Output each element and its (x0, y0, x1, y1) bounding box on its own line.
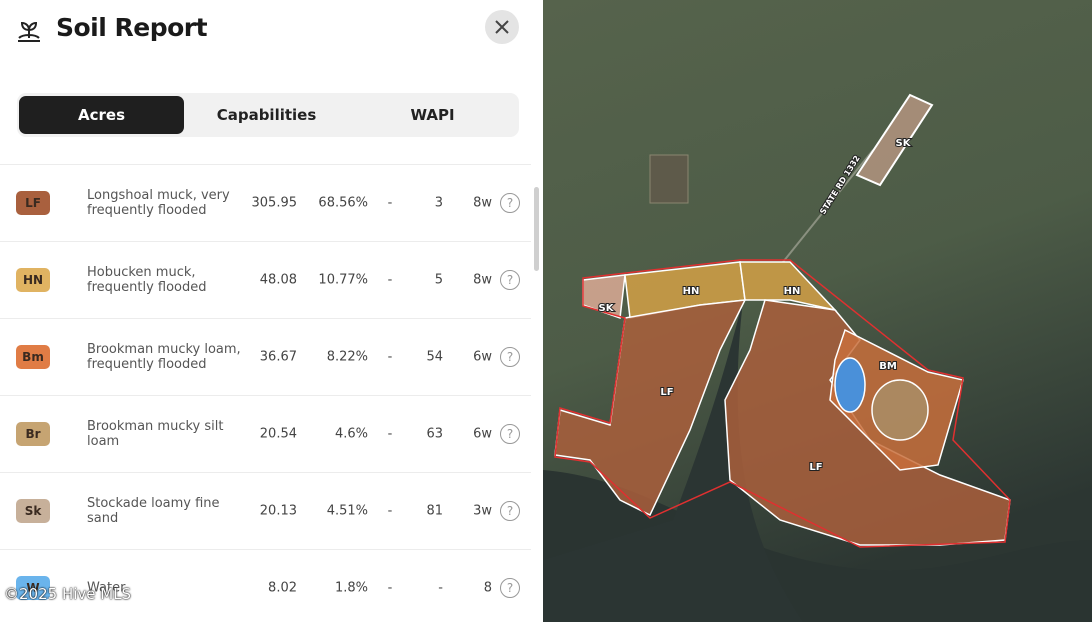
scrollbar[interactable] (534, 187, 539, 271)
soil-code-badge: HN (16, 268, 50, 292)
soil-name: Water (87, 580, 126, 596)
soil-zone[interactable] (739, 261, 838, 312)
soil-name: Brookman mucky loam, frequently flooded (87, 342, 241, 372)
soil-value: 5 (434, 272, 443, 288)
soil-value: 1.8% (334, 580, 368, 596)
soil-name: Stockade loamy fine sand (87, 496, 220, 526)
soil-value: 68.56% (318, 195, 368, 211)
soil-value: 36.67 (259, 349, 297, 365)
soil-name: Hobucken muck, frequently flooded (87, 265, 207, 295)
help-icon[interactable]: ? (500, 347, 520, 367)
soil-row[interactable]: W Water 8.02 1.8% - - 8? (0, 549, 531, 622)
close-button[interactable] (485, 10, 519, 44)
map-label: SK (599, 303, 615, 314)
soil-value: 8w (473, 195, 492, 211)
water-zone[interactable] (834, 357, 866, 413)
soil-value: 10.77% (318, 272, 368, 288)
soil-value: - (387, 195, 393, 211)
soil-value: 8w (473, 272, 492, 288)
field-patch (649, 154, 689, 204)
river (543, 300, 803, 622)
tab[interactable]: Acres (19, 96, 184, 134)
title-icon (18, 21, 40, 42)
soil-row[interactable]: LF Longshoal muck, very frequently floode… (0, 164, 531, 241)
soil-row[interactable]: Bm Brookman mucky loam, frequently floode… (0, 318, 531, 395)
map-label: SK (896, 138, 912, 149)
soil-value: - (387, 272, 393, 288)
soil-value: - (387, 503, 393, 519)
help-icon[interactable]: ? (500, 424, 520, 444)
soil-value: 8 (483, 580, 492, 596)
map[interactable]: SK HN HN SK LF LF BM STATE RD 1332 (543, 0, 1092, 622)
soil-value: - (387, 349, 393, 365)
soil-name: Longshoal muck, very frequently flooded (87, 188, 230, 218)
map-label: HN (784, 286, 801, 297)
soil-zone[interactable] (855, 93, 934, 187)
soil-value: 20.13 (259, 503, 297, 519)
soil-value: 20.54 (259, 426, 297, 442)
soil-value: - (438, 580, 443, 596)
soil-value: - (387, 580, 393, 596)
soil-value: 4.51% (326, 503, 368, 519)
soil-value: 3w (473, 503, 492, 519)
soil-value: 305.95 (251, 195, 298, 211)
soil-code-badge: Bm (16, 345, 50, 369)
help-icon[interactable]: ? (500, 270, 520, 290)
map-label: LF (660, 387, 673, 398)
map-label: BM (879, 361, 897, 372)
help-icon[interactable]: ? (500, 578, 520, 598)
soil-code-badge: Br (16, 422, 50, 446)
map-label: HN (683, 286, 700, 297)
soil-value: 54 (426, 349, 443, 365)
tab[interactable]: WAPI (410, 106, 455, 124)
watermark: ©2025 Hive MLS (4, 585, 132, 603)
soil-value: 8.02 (268, 580, 297, 596)
soil-value: - (387, 426, 393, 442)
soil-row[interactable]: Br Brookman mucky silt loam 20.54 4.6% - 63 6w… (0, 395, 531, 472)
soil-value: 4.6% (334, 426, 368, 442)
soil-code-badge: LF (16, 191, 50, 215)
tab-bar: Acres Capabilities WAPI (17, 93, 519, 137)
soil-value: 81 (426, 503, 443, 519)
soil-value: 63 (426, 426, 443, 442)
soil-row[interactable]: HN Hobucken muck, frequently flooded 48.08… (0, 241, 531, 318)
soil-code-badge: W (16, 576, 50, 600)
tab[interactable]: Capabilities (216, 106, 317, 124)
soil-value: 6w (473, 349, 492, 365)
soil-name: Brookman mucky silt loam (87, 419, 224, 449)
panel-title: Soil Report (56, 13, 208, 42)
parcel-outline (554, 259, 1011, 548)
soil-value: 48.08 (259, 272, 297, 288)
soil-panel: Soil Report Acres Capabilities WAPI LF Lo… (0, 0, 543, 622)
map-label: LF (809, 462, 822, 473)
soil-zone[interactable] (871, 379, 929, 441)
soil-code-badge: Sk (16, 499, 50, 523)
soil-table: LF Longshoal muck, very frequently floode… (0, 164, 531, 622)
help-icon[interactable]: ? (500, 501, 520, 521)
soil-value: 6w (473, 426, 492, 442)
soil-value: 3 (434, 195, 443, 211)
help-icon[interactable]: ? (500, 193, 520, 213)
road (782, 149, 874, 263)
soil-row[interactable]: Sk Stockade loamy fine sand 20.13 4.51% - 81 3… (0, 472, 531, 549)
soil-zone[interactable] (554, 299, 747, 517)
soil-value: 8.22% (326, 349, 368, 365)
